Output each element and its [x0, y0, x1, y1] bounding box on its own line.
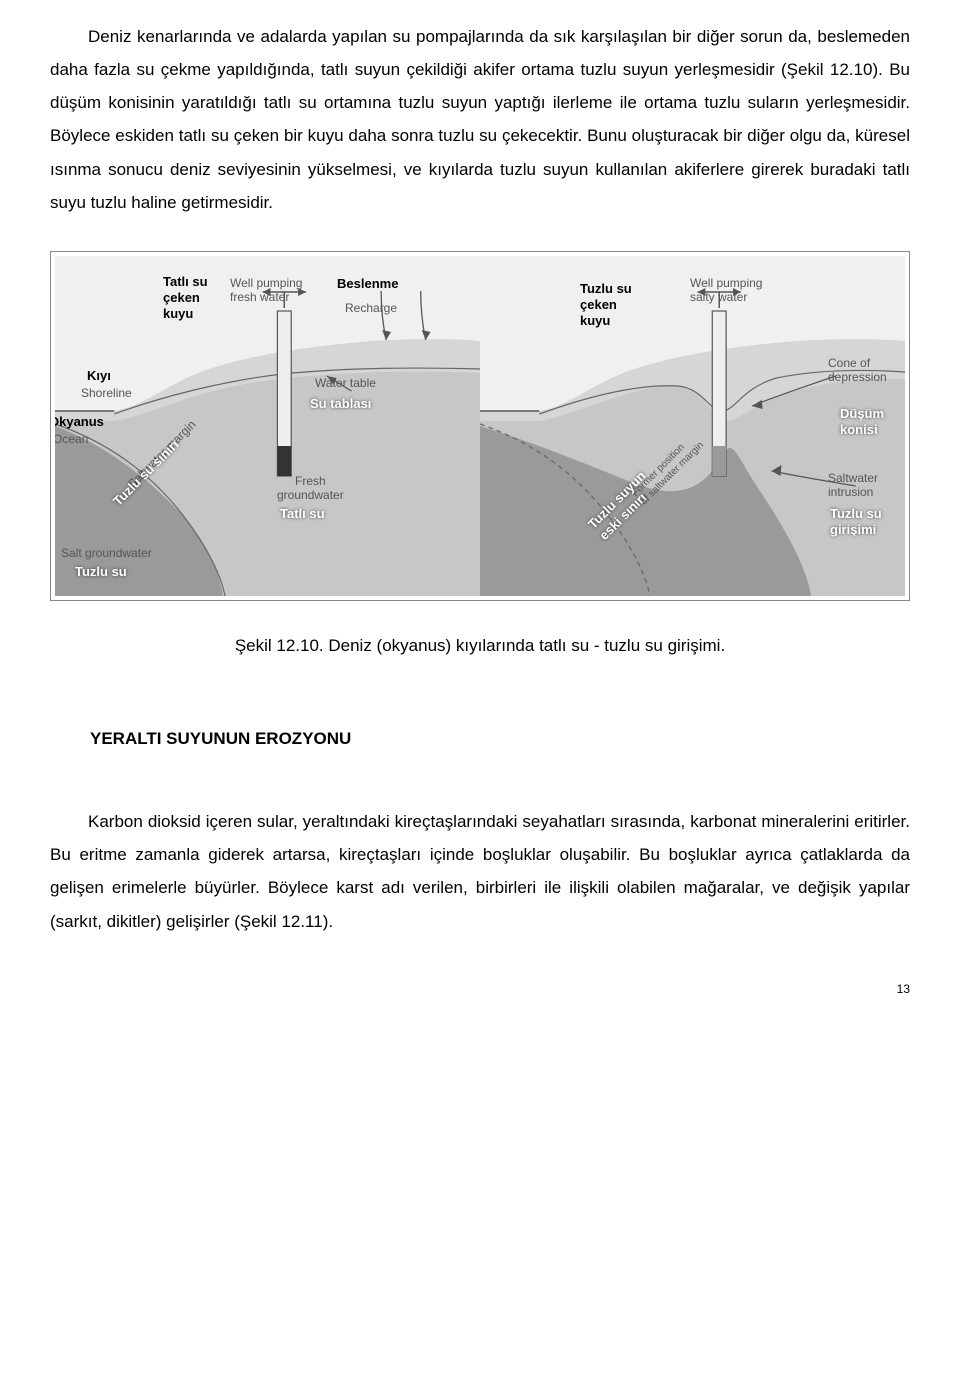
left-diagram-svg	[55, 256, 480, 596]
figure-12-10: Tatlı su çeken kuyu Well pumping fresh w…	[55, 256, 905, 596]
label-su-tablasi: Su tablası	[310, 396, 371, 412]
paragraph-1: Deniz kenarlarında ve adalarda yapılan s…	[50, 20, 910, 219]
figure-container: Tatlı su çeken kuyu Well pumping fresh w…	[50, 251, 910, 601]
label-dusum-konisi: Düşüm konisi	[840, 406, 884, 439]
paragraph-2: Karbon dioksid içeren sular, yeraltındak…	[50, 805, 910, 938]
label-fresh-gw: Fresh groundwater	[277, 474, 344, 503]
label-kiyi: Kıyı	[87, 368, 111, 384]
label-water-table: Water table	[315, 376, 376, 390]
label-well-salty: Well pumping salty water	[690, 276, 762, 305]
label-tatli-su-kuyu: Tatlı su çeken kuyu	[163, 274, 208, 323]
label-recharge: Recharge	[345, 301, 397, 315]
label-beslenme: Beslenme	[337, 276, 398, 292]
section-heading: YERALTI SUYUNUN EROZYONU	[90, 722, 910, 755]
figure-caption: Şekil 12.10. Deniz (okyanus) kıyılarında…	[50, 629, 910, 662]
label-tuzlu-su: Tuzlu su	[75, 564, 127, 580]
label-tuzlu-girisimi: Tuzlu su girişimi	[830, 506, 882, 539]
label-tuzlu-kuyu: Tuzlu su çeken kuyu	[580, 281, 632, 330]
label-okyanus: Okyanus	[55, 414, 104, 430]
figure-left-panel: Tatlı su çeken kuyu Well pumping fresh w…	[55, 256, 480, 596]
label-well-pumping: Well pumping fresh water	[230, 276, 302, 305]
figure-right-panel: Tuzlu su çeken kuyu Well pumping salty w…	[480, 256, 905, 596]
label-shoreline: Shoreline	[81, 386, 132, 400]
label-salt-intrusion: Saltwater intrusion	[828, 471, 878, 500]
page-number: 13	[50, 978, 910, 1001]
label-ocean: Ocean	[55, 432, 88, 446]
label-cone: Cone of depression	[828, 356, 887, 385]
label-tatli-su: Tatlı su	[280, 506, 325, 522]
label-salt-gw: Salt groundwater	[61, 546, 152, 560]
